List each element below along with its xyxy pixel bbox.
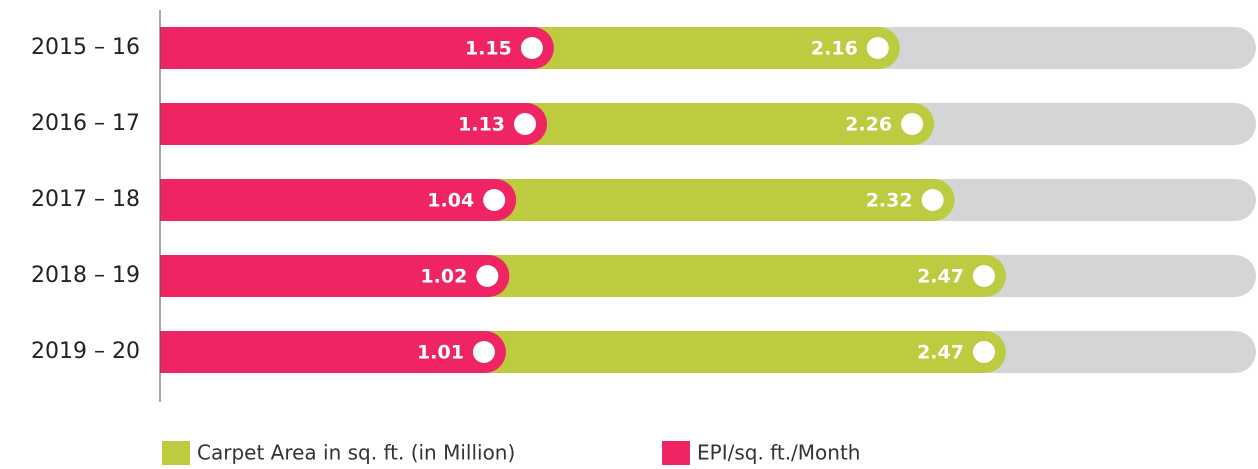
bar <box>160 255 510 297</box>
bar-end-dot <box>972 341 995 363</box>
value-label: 2.26 <box>845 114 892 136</box>
bar-end-dot <box>483 189 506 211</box>
bar-end-dot <box>972 265 995 287</box>
value-label: 1.01 <box>417 342 464 364</box>
value-label: 2.32 <box>866 190 913 212</box>
y-tick-label: 2016 – 17 <box>31 111 140 136</box>
legend-swatch <box>662 441 690 465</box>
bar-end-dot <box>476 265 499 287</box>
value-label: 2.47 <box>917 266 964 288</box>
bar-end-dot <box>472 341 495 363</box>
bar-end-dot <box>901 113 924 135</box>
y-tick-label: 2015 – 16 <box>31 35 140 60</box>
bar-end-dot <box>514 113 537 135</box>
y-tick-label: 2017 – 18 <box>31 187 140 212</box>
bar <box>160 27 554 69</box>
value-label: 2.47 <box>917 342 964 364</box>
value-label: 1.13 <box>458 114 505 136</box>
bar <box>160 331 506 373</box>
bar <box>160 179 517 221</box>
bar-end-dot <box>866 37 889 59</box>
value-label: 2.16 <box>811 38 858 60</box>
bar <box>160 103 548 145</box>
bar-end-dot <box>921 189 944 211</box>
legend-label: Carpet Area in sq. ft. (in Million) <box>197 441 515 465</box>
value-label: 1.04 <box>427 190 474 212</box>
value-label: 1.15 <box>465 38 512 60</box>
value-label: 1.02 <box>420 266 467 288</box>
legend-swatch <box>162 441 190 465</box>
legend-label: EPI/sq. ft./Month <box>697 441 860 465</box>
bar-end-dot <box>520 37 543 59</box>
y-tick-label: 2018 – 19 <box>31 263 140 288</box>
y-tick-label: 2019 – 20 <box>31 339 140 364</box>
